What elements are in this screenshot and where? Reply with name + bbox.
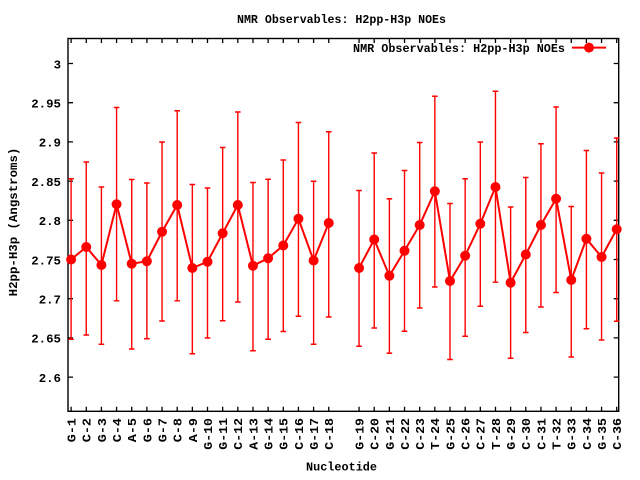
svg-text:G-35: G-35 bbox=[596, 418, 610, 450]
svg-text:C-18: C-18 bbox=[323, 418, 337, 450]
svg-text:C-26: C-26 bbox=[460, 418, 474, 450]
svg-text:C-20: C-20 bbox=[369, 418, 383, 450]
svg-text:G-33: G-33 bbox=[566, 418, 580, 450]
svg-text:G-3: G-3 bbox=[96, 418, 110, 442]
svg-text:2.6: 2.6 bbox=[39, 372, 61, 386]
svg-text:2.9: 2.9 bbox=[39, 137, 61, 151]
svg-text:2.75: 2.75 bbox=[31, 254, 61, 268]
svg-text:G-1: G-1 bbox=[66, 418, 80, 442]
svg-text:T-32: T-32 bbox=[550, 418, 564, 450]
svg-text:A-13: A-13 bbox=[247, 418, 261, 450]
svg-text:G-19: G-19 bbox=[353, 418, 367, 450]
svg-text:2.85: 2.85 bbox=[31, 176, 61, 190]
svg-text:C-36: C-36 bbox=[611, 418, 625, 450]
svg-text:C-22: C-22 bbox=[399, 418, 413, 450]
svg-text:T-24: T-24 bbox=[429, 417, 443, 449]
svg-text:2.7: 2.7 bbox=[39, 294, 61, 308]
svg-text:H2pp-H3p (Angstroms): H2pp-H3p (Angstroms) bbox=[7, 148, 21, 297]
svg-text:NMR Observables: H2pp-H3p NOEs: NMR Observables: H2pp-H3p NOEs bbox=[237, 13, 446, 27]
svg-text:C-27: C-27 bbox=[475, 418, 489, 450]
svg-text:G-17: G-17 bbox=[308, 418, 322, 450]
svg-text:C-31: C-31 bbox=[535, 418, 549, 450]
svg-text:C-2: C-2 bbox=[81, 418, 95, 442]
svg-text:C-23: C-23 bbox=[414, 418, 428, 450]
svg-text:G-29: G-29 bbox=[505, 418, 519, 450]
svg-text:G-25: G-25 bbox=[444, 418, 458, 450]
svg-text:3: 3 bbox=[54, 58, 61, 72]
svg-text:A-5: A-5 bbox=[126, 418, 140, 442]
svg-text:NMR Observables: H2pp-H3p NOEs: NMR Observables: H2pp-H3p NOEs bbox=[353, 42, 565, 56]
svg-text:G-15: G-15 bbox=[278, 418, 292, 450]
svg-text:A-9: A-9 bbox=[187, 418, 201, 442]
svg-text:T-28: T-28 bbox=[490, 418, 504, 450]
svg-text:G-11: G-11 bbox=[217, 418, 231, 450]
svg-text:2.95: 2.95 bbox=[31, 98, 61, 112]
svg-text:2.8: 2.8 bbox=[39, 215, 61, 229]
svg-text:C-4: C-4 bbox=[111, 417, 125, 442]
svg-text:Nucleotide: Nucleotide bbox=[306, 461, 377, 475]
svg-text:C-12: C-12 bbox=[232, 418, 246, 450]
svg-text:2.65: 2.65 bbox=[31, 333, 61, 347]
svg-text:G-21: G-21 bbox=[384, 418, 398, 450]
svg-text:G-14: G-14 bbox=[263, 417, 277, 449]
svg-text:C-30: C-30 bbox=[520, 418, 534, 450]
svg-text:C-8: C-8 bbox=[172, 418, 186, 442]
svg-text:G-6: G-6 bbox=[141, 418, 155, 442]
svg-text:C-16: C-16 bbox=[293, 418, 307, 450]
svg-text:G-10: G-10 bbox=[202, 418, 216, 450]
svg-text:G-7: G-7 bbox=[156, 418, 170, 442]
svg-text:C-34: C-34 bbox=[581, 417, 595, 449]
